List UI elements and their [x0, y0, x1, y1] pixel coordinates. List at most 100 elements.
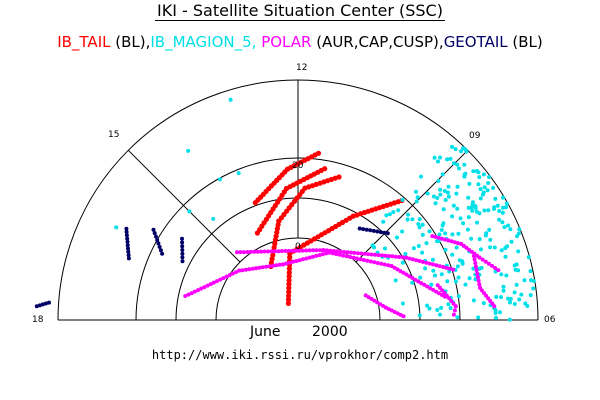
- mark-polar-track-point: [437, 264, 442, 269]
- mark-ib_magion-point: [499, 248, 504, 253]
- mark-polar-track-point: [311, 248, 316, 253]
- mark-polar-track-point: [211, 280, 216, 285]
- mark-geotail-track-point: [124, 226, 129, 231]
- mark-ib_magion-point: [486, 181, 491, 185]
- mark-polar-track-point: [351, 255, 356, 260]
- mark-ib_magion-point: [501, 205, 505, 210]
- mark-ib_magion-point: [488, 245, 493, 250]
- mark-ib_tail-track-point: [286, 285, 292, 291]
- mark-polar-track-point: [451, 301, 456, 306]
- mark-ib_magion-point: [435, 239, 439, 244]
- mark-polar-track-point: [372, 298, 377, 303]
- mark-ib_magion-point: [466, 195, 471, 200]
- mark-ib_magion-point: [446, 302, 451, 307]
- mark-ib_magion-point: [453, 147, 458, 152]
- mark-polar-track-point: [199, 286, 204, 291]
- mark-polar-track-point: [425, 284, 430, 289]
- mlt-label-18: 18: [32, 315, 44, 325]
- mark-ib_tail-track-point: [286, 273, 292, 279]
- mark-polar-track-point: [348, 255, 353, 259]
- mark-polar-track-point: [397, 255, 402, 259]
- mark-ib_magion-point: [475, 220, 479, 225]
- source-url[interactable]: http://www.iki.rssi.ru/vprokhor/comp2.ht…: [151, 348, 449, 362]
- mark-ib_magion-point: [478, 187, 483, 192]
- mark-polar-track-point: [451, 312, 456, 317]
- mark-geotail-track-point: [126, 253, 131, 258]
- mark-polar-track-point: [208, 282, 213, 287]
- mark-polar-track-point: [349, 250, 353, 255]
- mark-polar-track-point: [281, 262, 286, 267]
- mark-polar-track-point: [414, 258, 419, 263]
- mark-ib_magion-point: [499, 295, 503, 300]
- mark-polar-track-point: [386, 254, 391, 258]
- mark-ib_magion-point: [478, 196, 483, 201]
- mark-polar-track-point: [476, 278, 481, 283]
- spoke-09: [355, 149, 469, 263]
- mark-ib_magion-point: [114, 225, 119, 230]
- mark-geotail-track-point: [160, 251, 165, 256]
- mark-polar-track-point: [436, 235, 441, 240]
- mark-ib_magion-point: [481, 172, 486, 177]
- mark-ib_magion-point: [501, 284, 506, 289]
- mark-polar-track-point: [307, 248, 312, 253]
- mark-ib_tail-track-point: [286, 277, 292, 283]
- mark-ib_magion-point: [455, 184, 460, 189]
- mark-polar-track-point: [375, 300, 380, 305]
- mark-ib_magion-point: [517, 297, 522, 302]
- mark-ib_tail-track-point: [287, 254, 293, 260]
- mark-ib_magion-point: [443, 231, 448, 236]
- mark-ib_magion-point: [528, 269, 533, 274]
- mark-polar-track-point: [404, 255, 409, 260]
- mark-ib_magion-point: [442, 189, 447, 193]
- mark-polar-track-point: [427, 261, 432, 266]
- mark-ib_magion-point: [438, 312, 442, 317]
- mark-ib_magion-point: [497, 217, 502, 222]
- mark-ib_magion-point: [461, 221, 466, 226]
- mark-polar-track-point: [383, 253, 388, 258]
- mark-polar-track-point: [376, 253, 381, 258]
- data-marks: [34, 97, 536, 322]
- mark-polar-track-point: [486, 261, 491, 266]
- mark-ib_magion-point: [464, 149, 469, 154]
- mark-polar-track-point: [257, 265, 262, 270]
- mark-ib_magion-point: [469, 236, 474, 241]
- mark-polar-track-point: [345, 250, 350, 255]
- mark-ib_magion-point: [486, 208, 491, 213]
- mark-ib_magion-point: [481, 301, 486, 306]
- mark-ib_magion-point: [455, 162, 460, 167]
- mark-ib_magion-point: [453, 279, 458, 284]
- mark-ib_magion-point: [430, 257, 435, 262]
- mark-ib_magion-point: [462, 162, 467, 167]
- mark-ib_magion-point: [479, 247, 483, 252]
- mark-ib_magion-point: [477, 175, 482, 180]
- mark-polar-track-point: [428, 286, 433, 291]
- mark-ib_magion-point: [441, 207, 446, 212]
- mark-polar-track-point: [224, 274, 229, 279]
- mark-geotail-track-point: [375, 229, 380, 234]
- mark-geotail-track-point: [152, 231, 157, 236]
- mark-polar-track-point: [440, 288, 445, 293]
- mark-ib_magion-point: [393, 278, 398, 283]
- mark-ib_magion-point: [479, 265, 484, 270]
- mark-polar-track-point: [362, 251, 367, 256]
- mark-polar-track-point: [378, 302, 383, 307]
- mark-polar-track-point: [269, 249, 274, 254]
- mark-ib_magion-point: [451, 161, 456, 166]
- mark-polar-track-point: [407, 274, 412, 279]
- mark-polar-track-point: [318, 248, 322, 253]
- mark-ib_magion-point: [400, 301, 405, 306]
- mark-ib_magion-point: [424, 241, 429, 246]
- mark-polar-track-point: [366, 295, 371, 300]
- mark-ib_magion-point: [457, 166, 461, 171]
- mark-polar-track-point: [419, 281, 424, 286]
- mark-polar-track-point: [480, 257, 485, 262]
- mark-ib_magion-point: [427, 306, 432, 311]
- mlt-label-15: 15: [108, 130, 119, 140]
- mark-polar-track-point: [435, 283, 440, 288]
- mark-polar-track-point: [344, 254, 349, 259]
- mark-ib_magion-point: [519, 292, 524, 297]
- mark-ib_magion-point: [502, 225, 507, 230]
- mark-polar-track-point: [286, 248, 291, 253]
- legend-ib-tail-note: (BL),: [110, 33, 151, 51]
- mark-polar-track-point: [304, 248, 309, 253]
